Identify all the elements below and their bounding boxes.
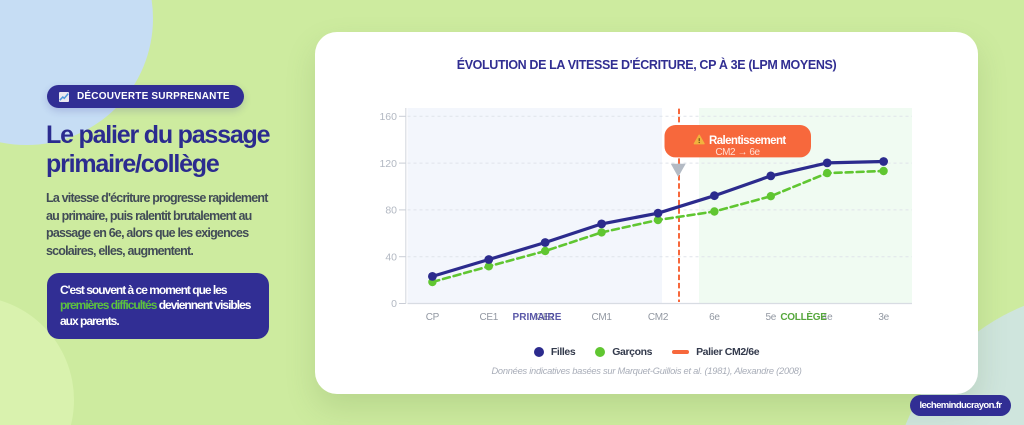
- svg-text:80: 80: [385, 205, 397, 217]
- svg-text:0: 0: [391, 298, 397, 310]
- svg-text:Ralentissement: Ralentissement: [709, 135, 786, 147]
- svg-text:CP: CP: [426, 312, 440, 323]
- svg-text:CM2: CM2: [648, 312, 669, 323]
- svg-text:6e: 6e: [709, 312, 720, 323]
- svg-text:PRIMAIRE: PRIMAIRE: [513, 312, 562, 323]
- svg-text:160: 160: [379, 111, 397, 123]
- svg-text:COLLÈGE: COLLÈGE: [780, 310, 827, 323]
- svg-text:4e: 4e: [822, 312, 833, 323]
- svg-text:120: 120: [379, 158, 397, 170]
- svg-text:CM1: CM1: [591, 312, 612, 323]
- svg-text:CE1: CE1: [480, 312, 499, 323]
- svg-text:40: 40: [385, 251, 397, 263]
- svg-text:CM2 → 6e: CM2 → 6e: [715, 147, 760, 158]
- svg-text:3e: 3e: [878, 312, 889, 323]
- svg-text:5e: 5e: [766, 312, 777, 323]
- svg-text:CE2: CE2: [536, 312, 555, 323]
